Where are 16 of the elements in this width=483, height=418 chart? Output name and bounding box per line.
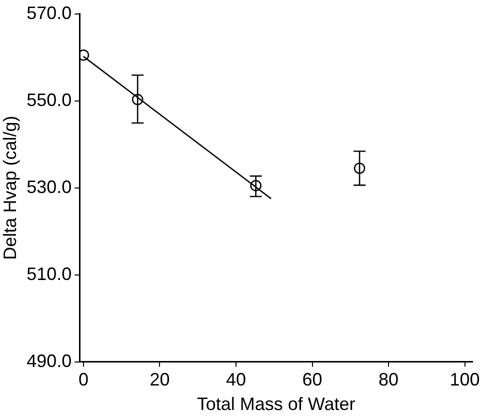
point	[354, 162, 366, 174]
y-tick-label: 510.0	[26, 264, 72, 284]
x-tick-label: 40	[226, 370, 246, 390]
y-tick-label: 570.0	[26, 2, 72, 23]
x-tick-label: 60	[302, 370, 322, 390]
y-tick-label: 550.0	[26, 90, 72, 110]
y-tick-label: 490.0	[26, 350, 72, 371]
y-axis-title: Delta Hvap (cal/g)	[0, 116, 20, 260]
x-tick-label: 100	[450, 370, 480, 390]
x-tick-label: 20	[150, 370, 170, 390]
point	[250, 180, 262, 192]
x-tick-label: 0	[78, 370, 88, 390]
point	[132, 94, 144, 106]
y-tick-label: 530.0	[26, 176, 72, 197]
x-axis-title: Total Mass of Water	[196, 394, 356, 414]
x-tick-label: 80	[378, 370, 399, 390]
